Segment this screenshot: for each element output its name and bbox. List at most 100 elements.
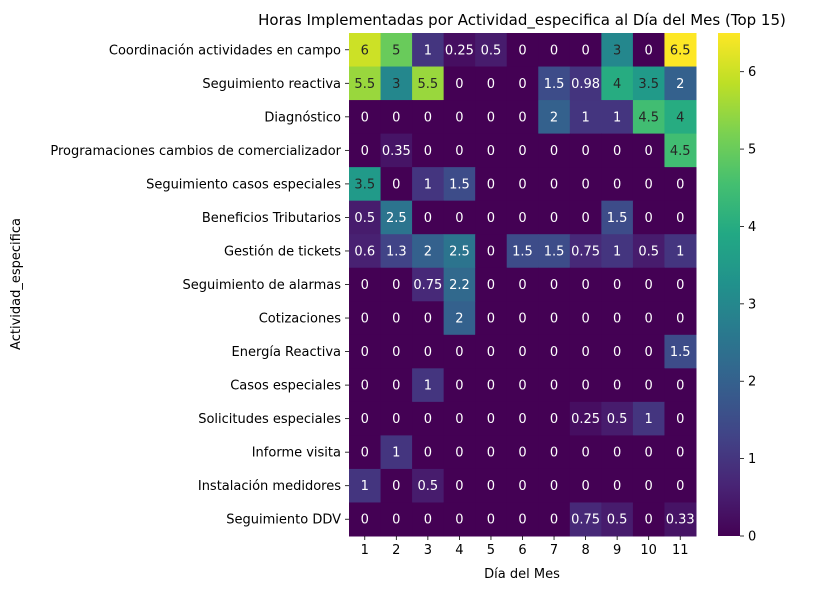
cell-value-label: 4.5 [670,144,691,159]
cell-value-label: 0 [581,177,589,192]
cell-value-label: 5.5 [354,77,375,92]
cell-value-label: 0.35 [382,144,411,159]
heatmap-cell [475,401,508,436]
colorbar-tick-label: 1 [748,452,756,467]
heatmap-cell [506,267,539,302]
cell-value-label: 0 [424,211,432,226]
cell-value-label: 0 [424,446,432,461]
cell-value-label: 0 [550,278,558,293]
heatmap-cell [601,334,634,369]
heatmap-cell [601,368,634,403]
y-tick-label: Seguimiento de alarmas [183,278,342,293]
heatmap-cell [538,33,571,68]
cell-value-label: 0 [392,412,400,427]
heatmap-cell [380,401,413,436]
cell-value-label: 0.33 [666,513,695,528]
cell-value-label: 0 [518,43,526,58]
cell-value-label: 0 [392,278,400,293]
heatmap-cell [601,133,634,168]
heatmap-cell [506,133,539,168]
heatmap-cell [601,200,634,235]
heatmap-cell [506,100,539,135]
heatmap-cell [632,301,665,336]
y-tick-label: Casos especiales [230,379,341,394]
heatmap-cell [632,133,665,168]
cell-value-label: 0 [392,379,400,394]
cell-value-label: 0 [424,110,432,125]
x-tick-label: 2 [392,543,400,558]
cell-value-label: 0 [550,479,558,494]
heatmap-cell [632,66,665,101]
heatmap-cell [475,100,508,135]
heatmap-cell [632,100,665,135]
cell-value-label: 0 [487,513,495,528]
heatmap-cell [475,502,508,537]
heatmap-cell [506,301,539,336]
heatmap-cell [412,167,445,202]
heatmap-cell [538,66,571,101]
heatmap-cell [412,435,445,470]
cell-value-label: 0.75 [413,278,442,293]
cell-value-label: 0.6 [354,244,375,259]
cell-value-label: 0 [361,312,369,327]
x-tick-label: 3 [424,543,432,558]
cell-value-label: 0 [581,211,589,226]
cell-value-label: 0.5 [418,479,439,494]
heatmap-cell [412,234,445,269]
heatmap-cell [569,301,602,336]
heatmap-cell [380,334,413,369]
cell-value-label: 0 [487,379,495,394]
heatmap-cell [506,401,539,436]
cell-value-label: 0 [518,144,526,159]
heatmap-cell [475,301,508,336]
heatmap-cell [506,167,539,202]
x-tick-label: 6 [518,543,526,558]
heatmap-cell [380,368,413,403]
heatmap-cell [380,100,413,135]
heatmap-cell [443,100,476,135]
heatmap-cell [538,334,571,369]
x-tick-label: 9 [613,543,621,558]
heatmap-cell [349,133,382,168]
cell-value-label: 0.75 [571,513,600,528]
cell-value-label: 1 [424,177,432,192]
cell-value-label: 2 [550,110,558,125]
y-tick-label: Seguimiento casos especiales [146,177,341,192]
cell-value-label: 0 [645,312,653,327]
cell-value-label: 1 [645,412,653,427]
cell-value-label: 0 [676,211,684,226]
cell-value-label: 0 [361,345,369,360]
cell-value-label: 0.98 [571,77,600,92]
heatmap-cell [601,234,634,269]
heatmap-cell [538,435,571,470]
cell-value-label: 0 [455,144,463,159]
cell-value-label: 0 [424,144,432,159]
cell-value-label: 0 [550,144,558,159]
cell-value-label: 0.25 [445,43,474,58]
heatmap-cell [443,401,476,436]
heatmap-cell [475,334,508,369]
cell-value-label: 2 [455,312,463,327]
y-tick-label: Instalación medidores [198,479,341,494]
y-tick-label: Gestión de tickets [224,244,341,259]
heatmap-cell [412,133,445,168]
heatmap-cell [569,267,602,302]
cell-value-label: 0 [487,177,495,192]
cell-value-label: 6.5 [670,43,691,58]
colorbar-gradient [718,33,740,536]
heatmap-cell [601,33,634,68]
cell-value-label: 1.5 [449,177,470,192]
heatmap-cell [443,368,476,403]
heatmap-cell [412,66,445,101]
cell-value-label: 0 [424,345,432,360]
cell-value-label: 0 [518,446,526,461]
colorbar-tick-label: 0 [748,530,756,545]
y-tick-label: Energía Reactiva [232,345,341,360]
cell-value-label: 0 [392,479,400,494]
heatmap-cell [506,334,539,369]
colorbar: 0 1 2 3 4 5 6 [718,33,756,545]
cell-value-label: 0 [361,278,369,293]
y-tick-label: Seguimiento DDV [226,513,341,528]
cell-value-label: 2.2 [449,278,470,293]
heatmap-cell [380,267,413,302]
